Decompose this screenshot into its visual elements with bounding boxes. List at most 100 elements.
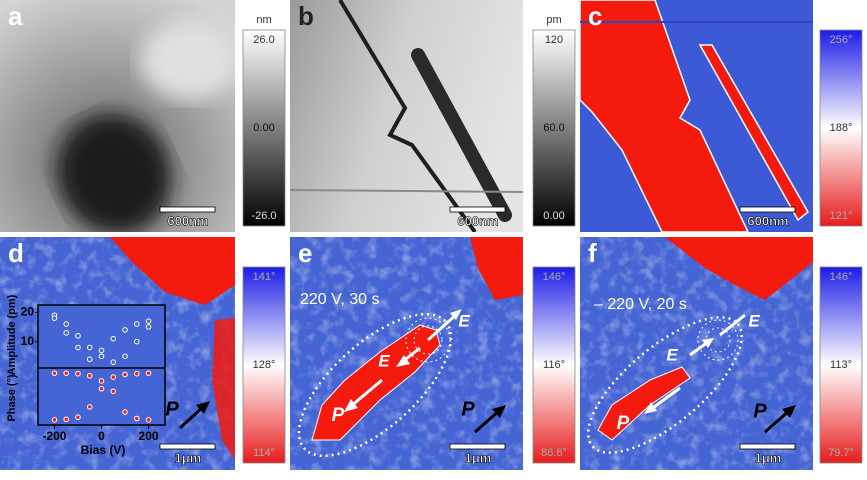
scale-bar-label: 600nm [167,213,208,228]
data-point [110,374,117,380]
annotation: – 220 V, 20 s [594,296,687,313]
panel-label: c [588,1,602,31]
colorbar-tick-label: 256° [830,34,853,46]
annotation: E [378,351,390,370]
y-tick-label: 20 [21,304,35,318]
data-point [145,324,152,330]
data-point [122,371,128,378]
annotation: P [617,413,630,434]
data-point [98,353,105,360]
data-point [86,344,93,351]
image-f [580,237,813,470]
scale-bar [449,206,506,213]
annotation: P [165,398,179,420]
colorbar-tick-label: 113° [830,359,852,371]
x-tick-label: 200 [139,429,159,443]
data-point [133,370,140,377]
annotation: E [666,345,678,364]
data-point [145,417,152,423]
data-point [133,338,140,345]
colorbar-tick-label: 114° [253,447,275,459]
data-point [86,404,93,410]
colorbar-unit: pm [546,14,561,26]
scale-bar [739,443,796,450]
annotation: E [458,311,470,330]
image-c [579,0,813,233]
colorbar-tick-label: 79.7° [828,447,854,459]
annotation: P [461,398,475,420]
image-b [290,0,523,232]
data-point [145,370,152,376]
annotation: P [332,405,345,426]
colorbar [532,266,576,464]
image-a [0,0,235,232]
panel-label: a [8,1,23,31]
data-point [98,347,105,354]
colorbar-tick-label: 86.6° [541,447,567,459]
data-point [110,335,117,342]
y-axis-label: Phase (°) [6,374,18,422]
colorbar-tick-label: 120 [545,34,563,46]
scale-bar [449,443,506,450]
scale-bar [739,206,796,213]
data-point [133,321,140,327]
colorbar-tick-label: 121° [830,210,853,222]
panel-label: d [8,238,24,268]
data-point [75,370,81,377]
data-point [110,388,117,395]
data-point [63,416,70,423]
colorbar-tick-label: 60.0 [543,122,564,134]
data-point [75,332,81,339]
data-point [122,327,128,333]
scale-bar-label: 1μm [465,450,492,465]
data-point [122,409,128,415]
data-point [63,330,70,336]
data-point [51,417,58,423]
colorbar-unit: nm [256,14,271,26]
x-axis-label: Bias (V) [81,443,126,457]
scale-bar-label: 1μm [175,450,202,465]
data-point [63,321,70,327]
data-point [133,415,140,422]
data-point [98,378,105,384]
colorbar-tick-label: 26.0 [253,34,274,46]
colorbar-tick-label: 146° [543,271,566,283]
annotation: P [753,400,767,422]
colorbar [819,266,863,464]
colorbar-tick-label: 146° [830,271,853,283]
data-point [75,344,81,351]
data-point [98,385,105,392]
colorbar [242,29,286,227]
panel-label: e [298,238,312,268]
annotation: E [748,311,760,330]
colorbar-tick-label: 188° [830,122,853,134]
scale-bar-label: 600nm [747,213,788,228]
arrow-head [196,401,210,414]
data-point [86,356,93,363]
colorbar-tick-label: 0.00 [253,122,274,134]
data-point [110,359,117,365]
panel-label: f [588,238,597,268]
annotation: 220 V, 30 s [300,291,379,308]
scale-bar-label: 600nm [457,213,498,228]
colorbar [819,29,863,227]
scale-bar [159,206,216,213]
colorbar [242,266,286,464]
colorbar [532,29,576,227]
colorbar-tick-label: 116° [543,359,565,371]
y-tick-label: 10 [21,334,35,348]
panel-label: b [298,1,314,31]
data-point [51,315,58,321]
data-point [51,370,58,376]
data-point [86,372,93,379]
data-point [63,370,70,376]
x-tick-label: -200 [42,429,66,443]
image-d [0,237,235,470]
colorbar-tick-label: 141° [253,271,276,283]
data-point [145,318,152,324]
scale-bar [159,443,216,450]
colorbar-tick-label: -26.0 [251,210,276,222]
